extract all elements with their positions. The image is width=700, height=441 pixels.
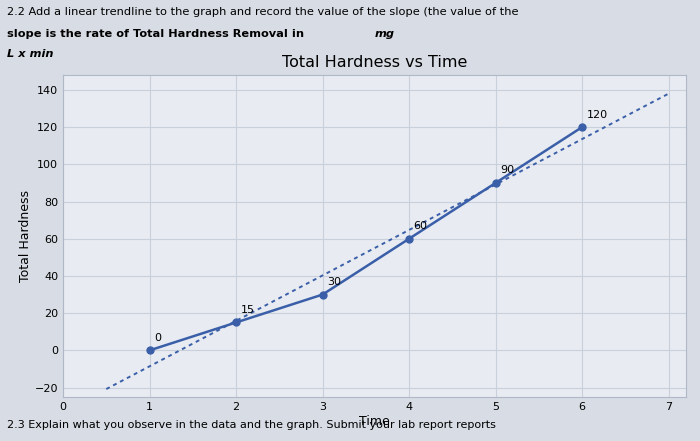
- Text: L x min: L x min: [7, 49, 53, 60]
- Text: 15: 15: [240, 305, 254, 315]
- Text: 120: 120: [587, 110, 608, 120]
- Text: 30: 30: [327, 277, 341, 287]
- Text: 2.3 Explain what you observe in the data and the graph. Submit your lab report r: 2.3 Explain what you observe in the data…: [7, 420, 496, 430]
- Y-axis label: Total Hardness: Total Hardness: [19, 190, 32, 282]
- Title: Total Hardness vs Time: Total Hardness vs Time: [282, 55, 467, 70]
- Text: 60: 60: [414, 221, 428, 231]
- Text: slope is the rate of Total Hardness Removal in: slope is the rate of Total Hardness Remo…: [7, 29, 308, 39]
- Text: mg: mg: [374, 29, 395, 39]
- Text: 2.2 Add a linear trendline to the graph and record the value of the slope (the v: 2.2 Add a linear trendline to the graph …: [7, 7, 519, 17]
- Text: 90: 90: [500, 165, 514, 176]
- X-axis label: Time: Time: [359, 415, 390, 427]
- Text: 0: 0: [154, 333, 161, 343]
